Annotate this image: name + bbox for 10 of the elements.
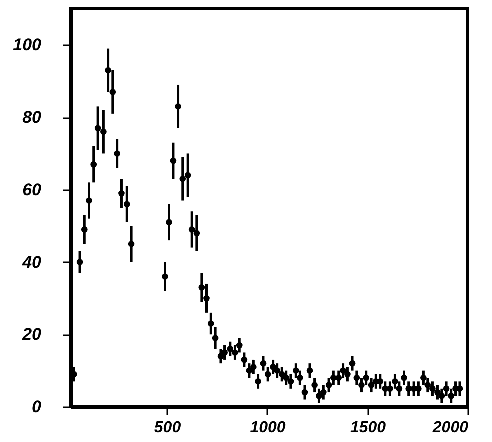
y-tick-label: 60 bbox=[22, 180, 42, 200]
x-tick-label: 500 bbox=[154, 420, 182, 436]
y-tick-label: 0 bbox=[32, 398, 42, 416]
x-tick-label: 1000 bbox=[250, 420, 286, 436]
y-tick-label: 80 bbox=[22, 108, 42, 128]
x-tick-label: 1500 bbox=[350, 420, 386, 436]
y-tick-label: 20 bbox=[22, 325, 42, 344]
y-tick-label: 40 bbox=[22, 252, 42, 272]
y-tick-label: 100 bbox=[13, 36, 42, 55]
x-tick-label: 2000 bbox=[432, 420, 469, 436]
